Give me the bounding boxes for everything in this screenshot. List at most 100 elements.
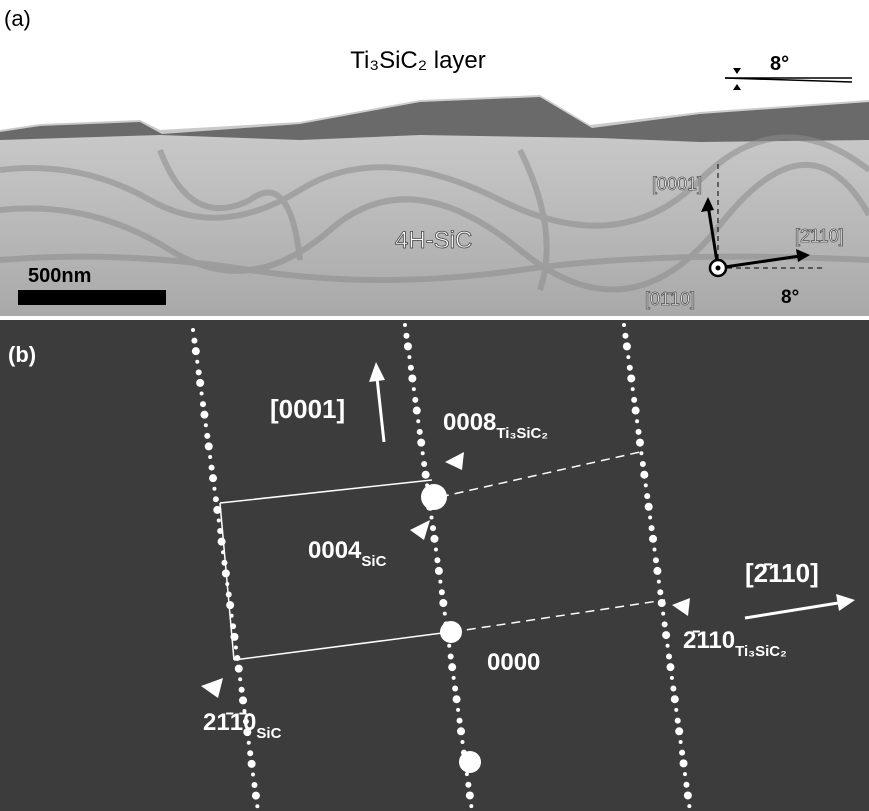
spot xyxy=(666,644,670,648)
spot xyxy=(252,792,260,800)
panel-label: (a) xyxy=(4,6,31,31)
spot xyxy=(438,580,442,584)
spot xyxy=(209,465,215,471)
spot-phase: Ti₃SiC₂ xyxy=(496,425,548,442)
spot xyxy=(408,374,416,382)
spot xyxy=(635,419,639,423)
spot xyxy=(683,782,689,788)
axis-label: [01̄10] xyxy=(645,289,695,309)
tilt-angle: 8° xyxy=(781,287,799,308)
spot xyxy=(421,451,425,455)
direct-spot xyxy=(459,751,481,773)
spot xyxy=(421,461,427,467)
spot xyxy=(680,759,688,767)
spot xyxy=(448,653,454,659)
spot xyxy=(657,580,661,584)
layer-label: Ti₃SiC₂ layer xyxy=(350,47,486,74)
direction-label: [2̄110] xyxy=(745,558,819,588)
spot xyxy=(403,323,407,327)
spot xyxy=(447,644,451,648)
spot xyxy=(430,525,436,531)
spot xyxy=(412,397,418,403)
scale-label: 500nm xyxy=(28,265,91,287)
spot xyxy=(657,589,663,595)
spot xyxy=(622,333,628,339)
panel-b: (b) [0001] [2̄110] 0008Ti₃SiC₂ 0004SiC 0… xyxy=(0,320,869,811)
spot xyxy=(417,439,425,447)
spot xyxy=(640,461,646,467)
spot-index: 2̄110 xyxy=(683,627,735,654)
spot xyxy=(235,665,243,673)
spot xyxy=(675,727,683,735)
spot xyxy=(666,653,672,659)
spot xyxy=(662,621,668,627)
spot xyxy=(434,548,438,552)
spot xyxy=(435,567,443,575)
spot xyxy=(430,535,438,543)
spot-phase: SiC xyxy=(361,553,386,570)
panel-label: (b) xyxy=(8,342,36,367)
spot xyxy=(460,740,464,744)
spot xyxy=(631,397,637,403)
spot xyxy=(413,407,421,415)
direct-spot xyxy=(421,484,447,510)
spot xyxy=(662,631,670,639)
panel-a: (a) Ti₃SiC₂ layer 8° [0001] [2̄110] [01̄… xyxy=(0,0,869,316)
axis-label: [2̄110] xyxy=(795,226,844,246)
spot xyxy=(195,360,199,364)
figure: (a) Ti₃SiC₂ layer 8° [0001] [2̄110] [01̄… xyxy=(0,0,869,811)
spot xyxy=(408,365,414,371)
spot xyxy=(404,342,412,350)
spot xyxy=(439,599,447,607)
spot xyxy=(627,365,633,371)
spot xyxy=(204,423,208,427)
spot xyxy=(687,804,691,808)
spot-phase: SiC xyxy=(256,725,281,742)
axis-label: [0001] xyxy=(652,174,702,194)
spot xyxy=(196,369,202,375)
spot xyxy=(670,686,676,692)
scale-bar xyxy=(18,290,166,305)
spot xyxy=(212,487,216,491)
spot xyxy=(439,589,445,595)
spot xyxy=(239,696,247,704)
spot xyxy=(645,503,653,511)
spot xyxy=(208,455,212,459)
spot xyxy=(248,760,256,768)
spot xyxy=(217,518,221,522)
spot xyxy=(465,782,471,788)
spot xyxy=(448,663,456,671)
spot xyxy=(627,374,635,382)
spot xyxy=(636,439,644,447)
spot xyxy=(255,804,259,808)
spot xyxy=(666,663,674,671)
spot xyxy=(456,708,460,712)
spot xyxy=(205,442,213,450)
spot xyxy=(679,750,685,756)
spot xyxy=(684,791,692,799)
spot-index: 0004 xyxy=(308,537,362,564)
tilt-angle: 8° xyxy=(770,53,789,75)
spot xyxy=(234,645,238,649)
spot xyxy=(192,347,200,355)
spot xyxy=(675,718,681,724)
spot xyxy=(679,740,683,744)
spot xyxy=(407,355,411,359)
spot xyxy=(631,387,635,391)
spot xyxy=(469,804,473,808)
spot xyxy=(649,525,655,531)
spot xyxy=(403,333,409,339)
spot xyxy=(653,567,661,575)
spot xyxy=(452,676,456,680)
spot xyxy=(247,750,253,756)
spot xyxy=(209,474,217,482)
spot xyxy=(661,612,665,616)
direction-label: [0001] xyxy=(270,394,345,424)
spot-index: 21̄1̄0 xyxy=(203,709,256,736)
spot xyxy=(670,676,674,680)
spot xyxy=(239,687,245,693)
spot xyxy=(412,387,416,391)
spot-index: 0000 xyxy=(487,649,540,676)
spot xyxy=(247,741,251,745)
spot xyxy=(652,548,656,552)
